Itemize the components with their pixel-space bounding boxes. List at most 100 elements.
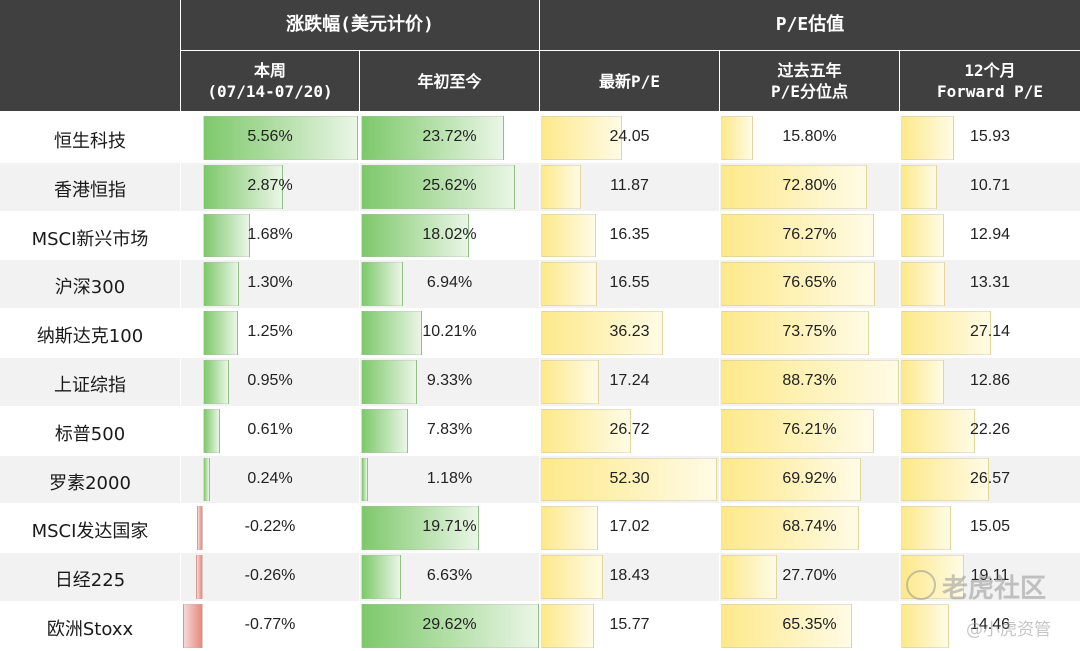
cell-value-pe: 11.87 [610, 176, 649, 194]
value-bar-fwd [901, 457, 990, 502]
cell-value-pe: 24.05 [609, 128, 650, 145]
header-divider [899, 50, 900, 111]
cell-value-pe: 52.30 [609, 469, 650, 487]
cell-value-pct: 72.80% [782, 176, 837, 194]
column-divider [180, 114, 181, 651]
cell-value-week: 1.30% [247, 274, 293, 292]
value-bar-week [196, 555, 203, 599]
cell-value-week: 2.87% [247, 176, 293, 194]
header-forward-pe: 12个月 Forward P/E [900, 51, 1080, 111]
cell-value-fwd: 26.57 [969, 469, 1011, 487]
cell-value-ytd: 7.83% [426, 420, 473, 438]
cell-value-pct: 69.92% [782, 469, 837, 487]
header-divider [180, 0, 181, 111]
cell-value-fwd: 12.94 [969, 225, 1011, 243]
cell-value-ytd: 1.18% [426, 469, 473, 487]
row-index-name: MSCI发达国家 [31, 521, 149, 543]
cell-value-week: -0.22% [244, 518, 296, 536]
value-bar-ytd [361, 164, 515, 209]
value-bar-pe [541, 213, 597, 258]
cell-value-ytd: 10.21% [422, 323, 477, 341]
cell-value-fwd: 14.46 [969, 616, 1011, 633]
value-bar-week [203, 311, 238, 355]
header-divider [719, 50, 720, 111]
cell-value-ytd: 6.94% [426, 274, 473, 292]
value-bar-fwd [901, 360, 944, 404]
watermark-brand: 老虎社区 [942, 574, 1047, 604]
value-bar-pe [541, 506, 599, 551]
value-bar-ytd [361, 457, 369, 502]
value-bar-fwd [901, 116, 954, 160]
cell-value-fwd: 15.93 [969, 128, 1011, 145]
value-bar-week [203, 457, 210, 502]
cell-value-pct: 76.27% [782, 225, 837, 243]
row-index-name: 标普500 [54, 423, 126, 445]
value-bar-pct [721, 555, 777, 599]
value-bar-fwd [901, 262, 946, 307]
value-bar-pct [721, 213, 874, 258]
cell-value-pe: 16.55 [609, 274, 650, 292]
cell-value-fwd: 10.71 [969, 176, 1011, 194]
row-index-name: 上证综指 [54, 375, 126, 396]
value-bar-pct [721, 604, 853, 648]
value-bar-ytd [361, 506, 480, 551]
column-divider [539, 114, 540, 651]
cell-value-pct: 73.75% [782, 323, 837, 341]
cell-value-week: 1.68% [247, 225, 293, 243]
cell-value-fwd: 15.05 [969, 518, 1011, 536]
value-bar-week [203, 360, 230, 404]
value-bar-week [203, 164, 283, 209]
cell-value-pe: 26.72 [609, 420, 650, 438]
value-bar-week [203, 116, 358, 160]
value-bar-fwd [901, 164, 937, 209]
cell-value-week: -0.77% [244, 616, 296, 633]
value-bar-pct [721, 506, 859, 551]
cell-value-pct: 68.74% [782, 518, 837, 536]
value-bar-ytd [361, 262, 403, 307]
header-divider [539, 0, 540, 111]
value-bar-ytd [361, 311, 423, 355]
row-index-name: 罗素2000 [49, 472, 131, 494]
cell-value-fwd: 22.26 [969, 420, 1011, 438]
cell-value-pe: 18.43 [609, 567, 650, 585]
column-divider [359, 114, 360, 651]
cell-value-fwd: 12.86 [969, 372, 1011, 389]
header-pe-percentile: 过去五年 P/E分位点 [720, 51, 899, 111]
value-bar-pct [721, 360, 899, 404]
cell-value-ytd: 6.63% [426, 567, 473, 585]
value-bar-pe [541, 360, 600, 404]
cell-value-fwd: 27.14 [969, 323, 1011, 341]
value-bar-fwd [901, 213, 944, 258]
cell-value-pe: 17.02 [609, 518, 650, 536]
cell-value-week: 0.24% [247, 469, 293, 487]
value-bar-pct [721, 262, 875, 307]
value-bar-pe [541, 262, 597, 307]
header-corner [0, 0, 180, 111]
cell-value-week: 0.61% [247, 420, 293, 438]
value-bar-pe [541, 116, 622, 160]
row-index-name: 恒生科技 [54, 131, 126, 152]
value-bar-pe [541, 457, 717, 502]
cell-value-pct: 76.65% [782, 274, 837, 292]
value-bar-pct [721, 164, 868, 209]
cell-value-ytd: 29.62% [422, 616, 477, 633]
value-bar-fwd [901, 506, 951, 551]
cell-value-ytd: 9.33% [426, 372, 473, 389]
value-bar-pct [721, 457, 862, 502]
value-bar-ytd [361, 213, 470, 258]
watermark-author: @小虎资管 [966, 620, 1051, 640]
cell-value-pe: 17.24 [609, 372, 650, 389]
value-bar-pe [541, 408, 631, 453]
cell-value-fwd: 13.31 [969, 274, 1011, 292]
cell-value-ytd: 19.71% [422, 518, 477, 536]
cell-value-pct: 76.21% [782, 420, 837, 438]
cell-value-pe: 15.77 [609, 616, 650, 633]
header-group-price-change: 涨跌幅(美元计价) [181, 0, 539, 50]
value-bar-week [203, 262, 240, 307]
column-divider [899, 114, 900, 651]
row-index-name: 纳斯达克100 [36, 326, 144, 348]
row-index-name: 欧洲Stoxx [46, 619, 134, 640]
value-bar-pct [721, 116, 753, 160]
value-bar-pct [721, 408, 874, 453]
